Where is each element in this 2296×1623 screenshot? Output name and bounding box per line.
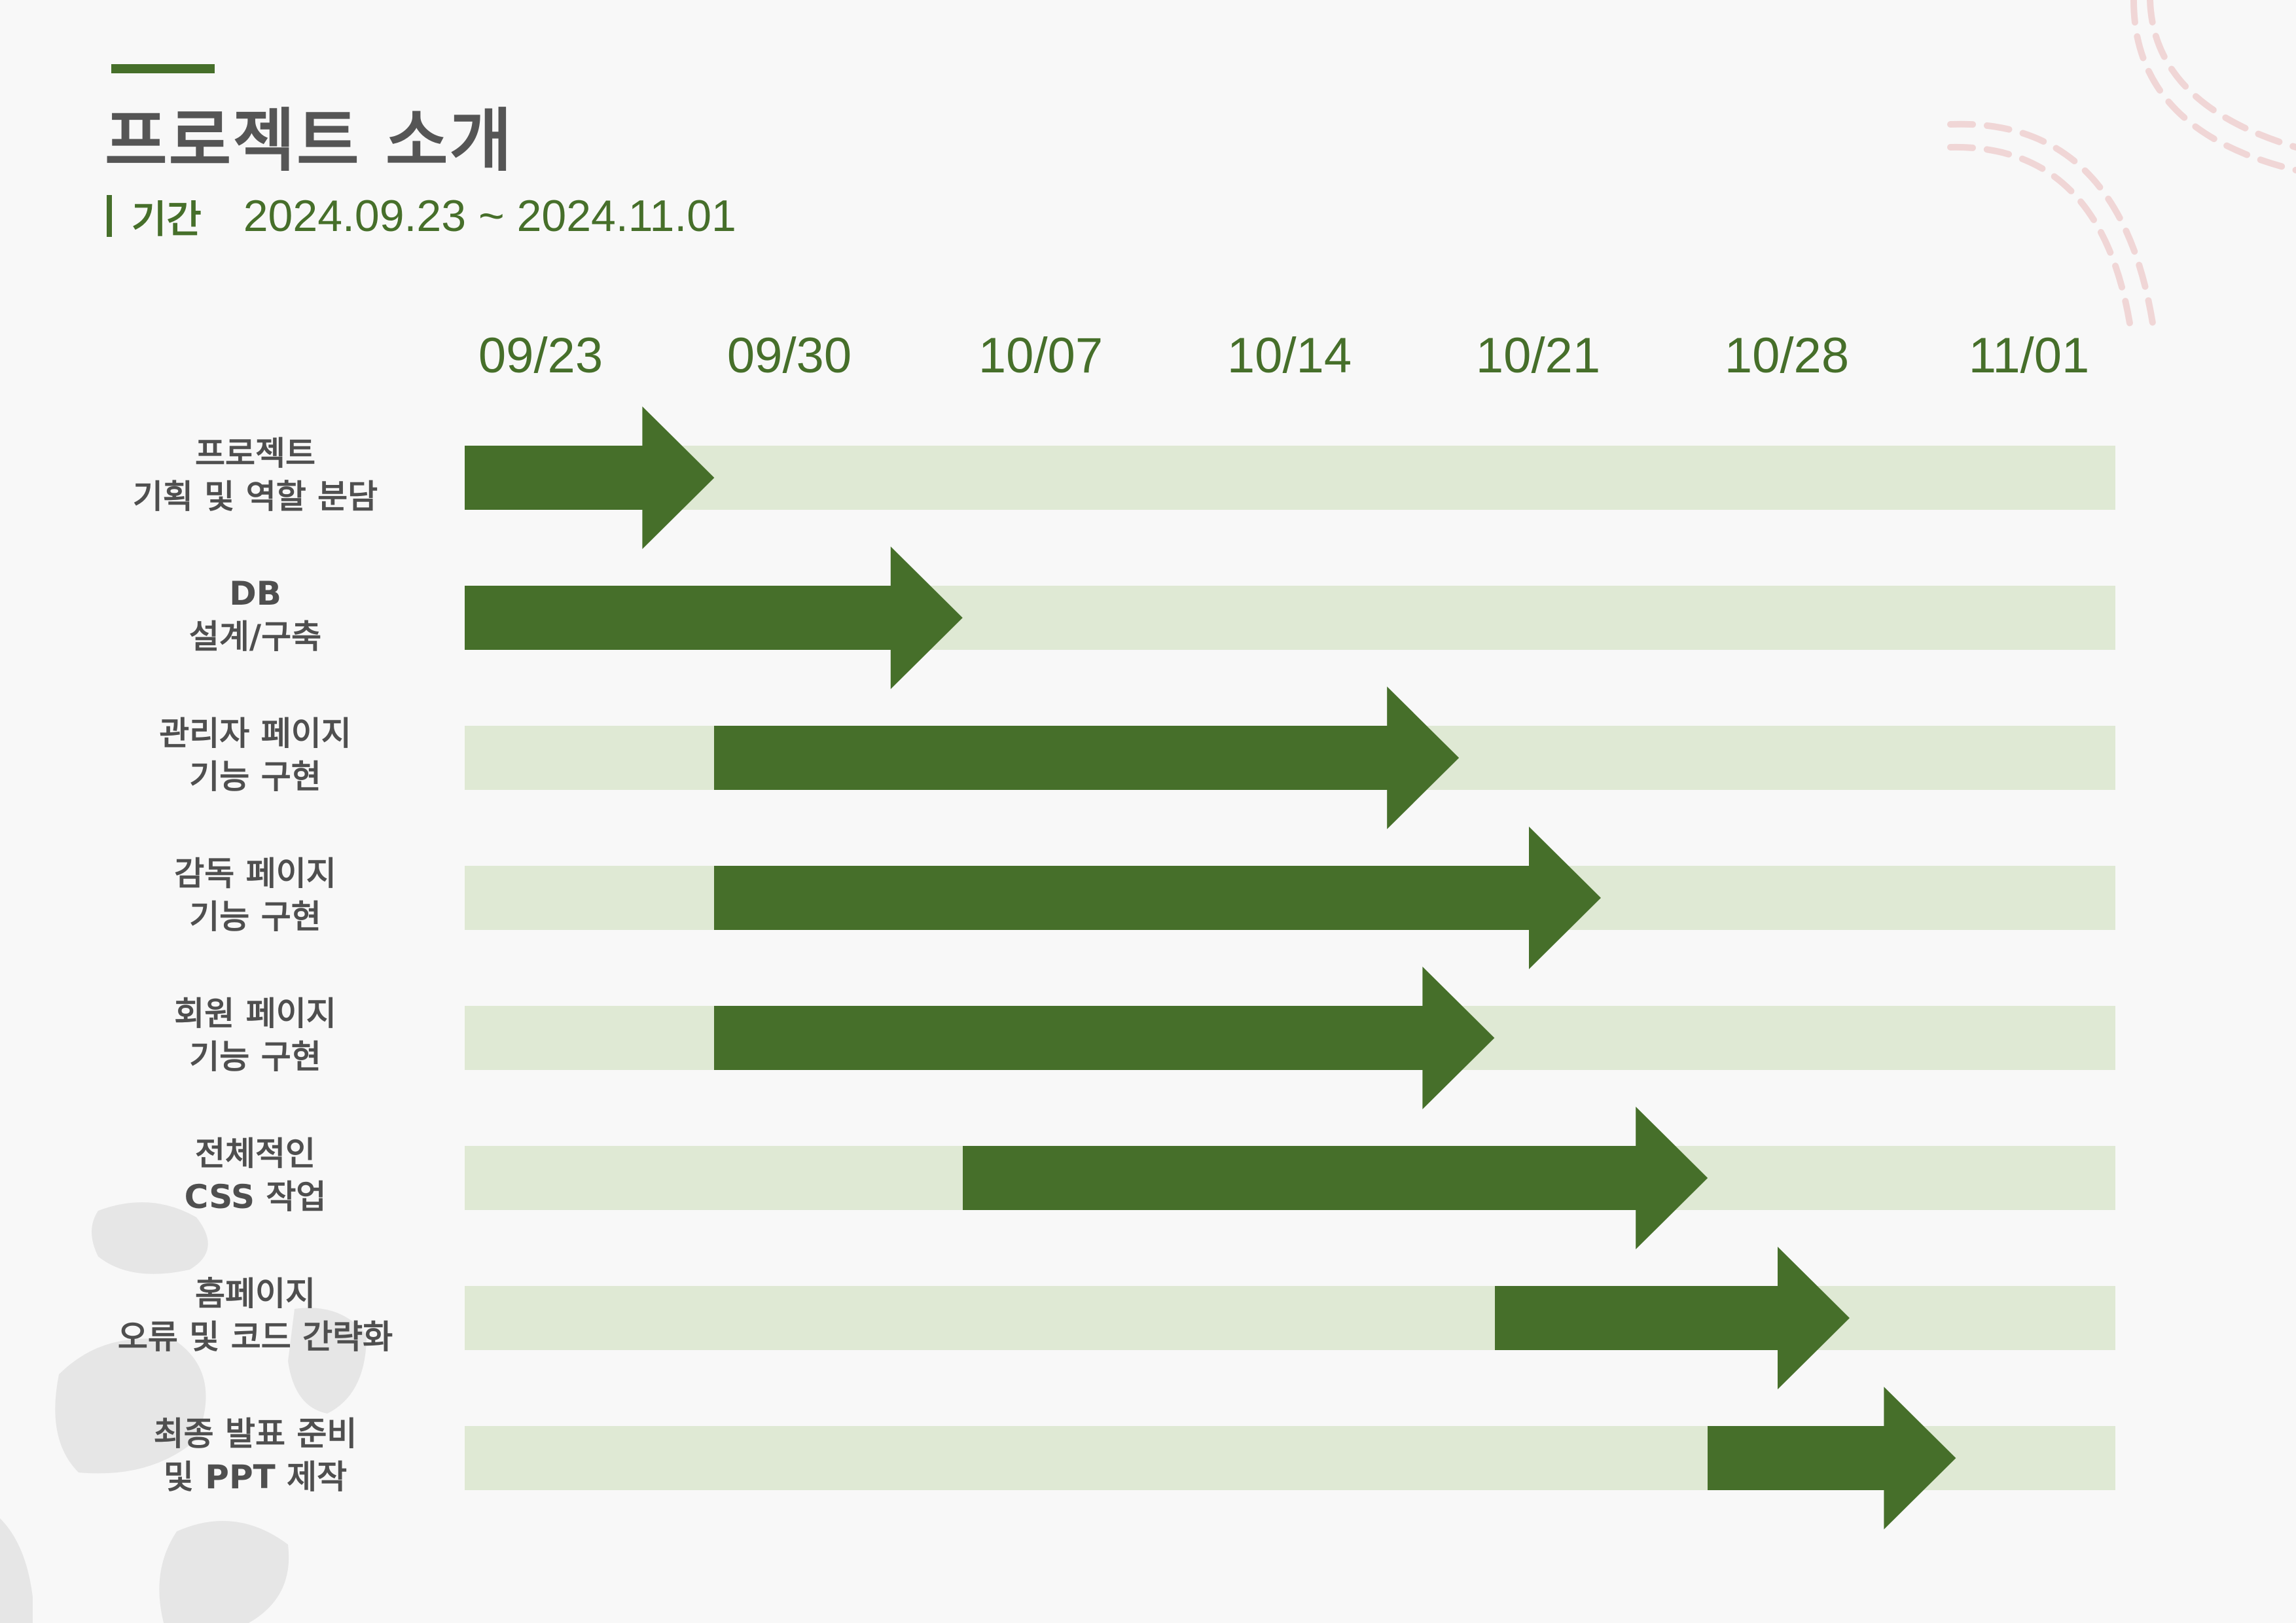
task-arrow-shape — [1494, 1247, 1850, 1389]
task-arrow — [465, 546, 963, 689]
task-arrow-shape — [465, 406, 715, 549]
task-label-line: 및 PPT 제작 — [163, 1458, 348, 1496]
task-label-line: 기능 구현 — [189, 1038, 321, 1076]
task-arrow — [465, 406, 715, 549]
task-label-line: DB — [229, 575, 281, 613]
task-arrow — [1494, 1247, 1850, 1389]
date-tick: 10/28 — [1724, 328, 1850, 383]
task-arrow-shape — [714, 967, 1495, 1109]
task-arrow — [962, 1107, 1708, 1249]
task-label-line: 전체적인 — [195, 1135, 315, 1173]
task-arrow-shape — [714, 687, 1460, 829]
task-arrow — [714, 827, 1602, 969]
task-label-line: 홈페이지 — [195, 1275, 315, 1313]
task-label-line: 프로젝트 — [195, 435, 315, 473]
decorative-pebbles — [0, 1202, 367, 1623]
period-label: 기간 — [132, 197, 202, 241]
date-tick: 09/30 — [726, 328, 852, 383]
date-tick: 10/21 — [1475, 328, 1601, 383]
task-label-line: 기능 구현 — [189, 758, 321, 796]
task-label-line: 기능 구현 — [189, 898, 321, 936]
task-arrow — [714, 687, 1460, 829]
project-period: 기간 2024.09.23 ~ 2024.11.01 — [107, 190, 736, 242]
period-value: 2024.09.23 ~ 2024.11.01 — [243, 191, 736, 241]
date-tick: 10/14 — [1227, 328, 1352, 383]
task-label-line: 최종 발표 준비 — [153, 1415, 357, 1453]
date-tick: 09/23 — [478, 328, 603, 383]
task-arrow-shape — [1708, 1387, 1956, 1529]
task-arrow-shape — [962, 1107, 1708, 1249]
task-track — [465, 446, 2115, 510]
decorative-arcs — [1947, 0, 2296, 330]
task-label-line: 감독 페이지 — [174, 855, 336, 893]
task-track — [465, 1286, 2115, 1350]
task-label-line: 오류 및 코드 간략화 — [117, 1318, 393, 1356]
task-label: DB 설계/구축 — [79, 572, 432, 658]
task-label-line: 회원 페이지 — [174, 995, 336, 1033]
task-arrow-shape — [714, 827, 1602, 969]
task-label-line: 설계/구축 — [188, 618, 322, 656]
date-tick: 11/01 — [1968, 328, 2090, 383]
title-accent-bar — [111, 64, 215, 73]
task-label: 전체적인 CSS 작업 — [79, 1132, 432, 1219]
task-arrow — [1708, 1387, 1956, 1529]
task-label-line: CSS 작업 — [184, 1178, 327, 1216]
page-title: 프로젝트 소개 — [105, 101, 514, 181]
task-label-line: 관리자 페이지 — [159, 715, 351, 753]
period-marker — [107, 195, 112, 237]
task-arrow-shape — [465, 546, 963, 689]
task-arrow — [714, 967, 1495, 1109]
date-tick: 10/07 — [978, 328, 1103, 383]
task-label-line: 기획 및 역할 분담 — [132, 478, 378, 516]
